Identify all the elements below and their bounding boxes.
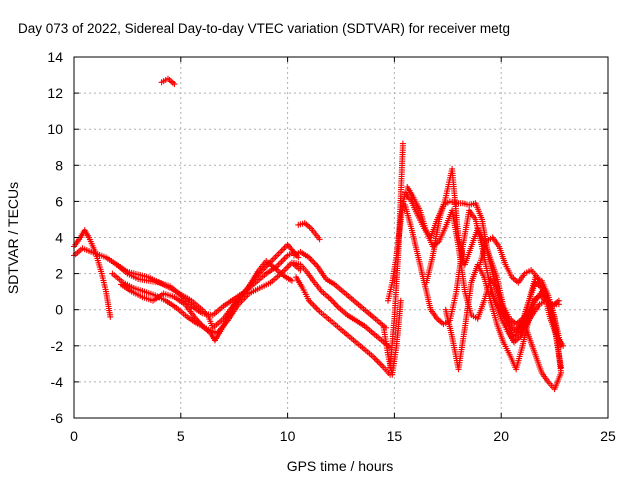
x-tick-label: 5 xyxy=(177,428,185,444)
x-tick-label: 15 xyxy=(387,428,403,444)
series-markers xyxy=(118,258,295,344)
y-tick-label: 0 xyxy=(55,302,63,318)
y-tick-label: -4 xyxy=(51,374,64,390)
x-tick-label: 10 xyxy=(280,428,296,444)
y-tick-label: -6 xyxy=(51,410,64,426)
y-tick-label: 6 xyxy=(55,193,63,209)
series-markers xyxy=(291,248,389,331)
series-pass-8 xyxy=(293,274,394,378)
series-markers xyxy=(293,274,394,378)
series-pass-19 xyxy=(487,274,564,376)
y-tick-label: -2 xyxy=(51,338,64,354)
series-markers xyxy=(158,75,178,88)
ticks xyxy=(73,56,609,419)
chart-title: Day 073 of 2022, Sidereal Day-to-day VTE… xyxy=(18,21,510,36)
y-axis-label: SDTVAR / TECUs xyxy=(5,182,21,294)
data-layer xyxy=(71,75,567,393)
series-pass-16 xyxy=(423,165,564,393)
series-pass-7 xyxy=(291,259,394,351)
x-axis-label: GPS time / hours xyxy=(287,458,394,474)
series-markers xyxy=(295,220,323,243)
x-tick-label: 20 xyxy=(493,428,509,444)
series-pass-5 xyxy=(118,258,295,344)
series-markers xyxy=(291,259,394,351)
y-tick-label: 12 xyxy=(47,85,63,101)
x-tick-label: 25 xyxy=(600,428,616,444)
series-pass-6 xyxy=(291,248,389,331)
y-tick-label: 2 xyxy=(55,266,63,282)
x-tick-label: 0 xyxy=(70,428,78,444)
series-pass-12 xyxy=(387,140,406,371)
tick-labels: 0 5 10 15 20 25 -6 -4 -2 0 2 4 6 8 10 12 14 xyxy=(47,49,616,444)
series-pass-9 xyxy=(295,220,323,243)
series-pass-10 xyxy=(158,75,178,88)
y-tick-label: 8 xyxy=(55,157,63,173)
series-markers xyxy=(487,274,564,376)
series-markers xyxy=(423,165,564,393)
y-tick-label: 4 xyxy=(55,230,63,246)
series-markers xyxy=(387,140,406,371)
y-tick-label: 10 xyxy=(47,121,63,137)
y-tick-label: 14 xyxy=(47,49,63,65)
